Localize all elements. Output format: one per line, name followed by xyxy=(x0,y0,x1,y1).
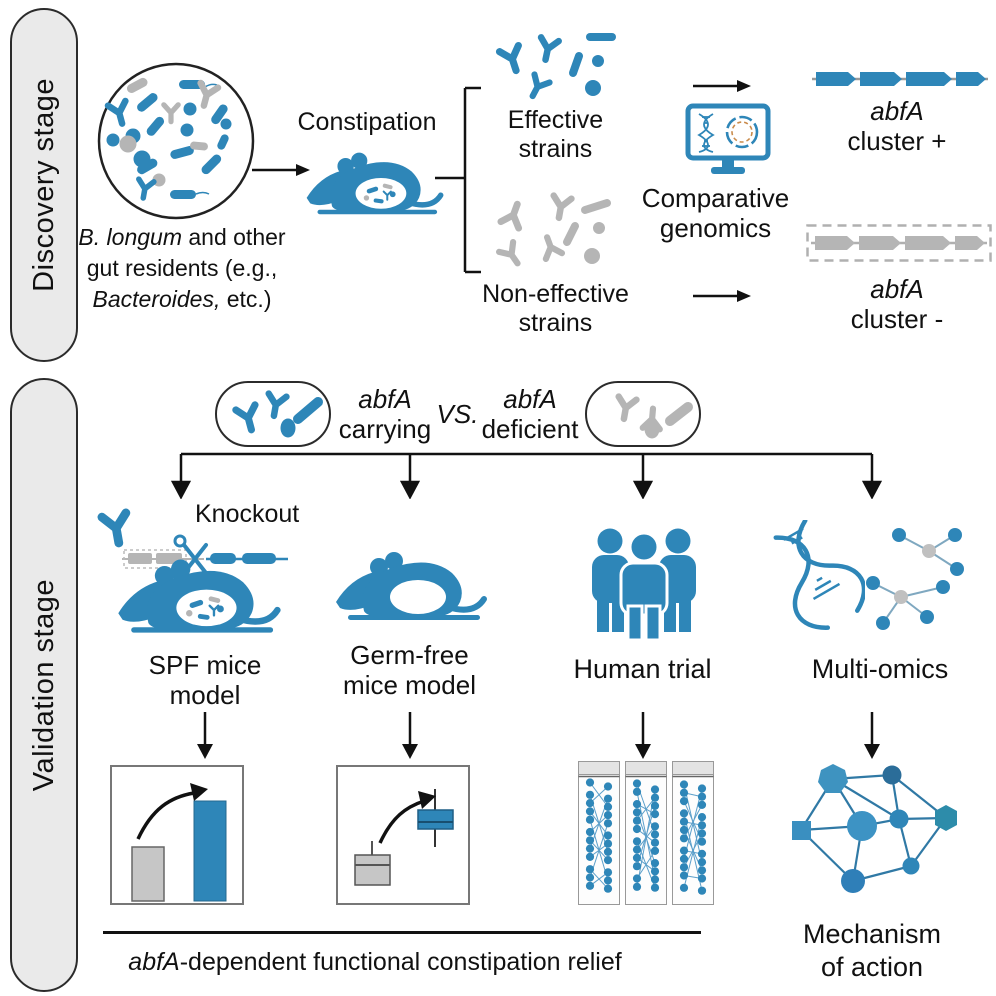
microbiome-circle-icon xyxy=(97,62,255,220)
arrow-to-mouse-icon xyxy=(252,162,310,178)
comparative-genomics-label: Comparative genomics xyxy=(641,183,790,244)
abfa-carrying-bacteria-icon xyxy=(220,387,323,438)
knockout-label: Knockout xyxy=(195,500,300,528)
spf-barchart-panel xyxy=(110,765,244,905)
germfree-boxplot-panel xyxy=(336,765,470,905)
validation-stage-label: Validation stage xyxy=(27,578,60,792)
human-trial-label: Human trial xyxy=(573,654,712,684)
microbiome-caption: B. longum and other gut residents (e.g.,… xyxy=(62,222,302,315)
dna-icon xyxy=(773,520,865,630)
human-trial-result-panel xyxy=(578,761,620,905)
caption-rest: -dependent functional constipation relie… xyxy=(179,948,622,976)
metabolite-network-icon xyxy=(866,528,964,630)
spf-mice-label: SPF mice model xyxy=(148,650,262,711)
arrow-human-result-icon xyxy=(634,712,652,760)
discovery-stage-label: Discovery stage xyxy=(27,78,60,292)
branch-arrows xyxy=(170,452,883,499)
human-trial-result-panel xyxy=(672,761,714,905)
human-group-icon xyxy=(592,528,696,642)
abfa-cluster-positive-icon xyxy=(812,72,988,86)
gene-name: abfA xyxy=(358,384,412,414)
mechanism-network-icon xyxy=(792,764,957,893)
gene-name: abfA xyxy=(870,96,924,126)
arrow-omics-result-icon xyxy=(863,712,881,760)
bottom-caption: abfA-dependent functional constipation r… xyxy=(75,948,675,977)
non-effective-strains-icon xyxy=(487,192,611,272)
germ-free-mice-label: Germ-free mice model xyxy=(343,640,476,701)
cluster-status: cluster - xyxy=(850,304,944,335)
caption-line-2: gut residents (e.g., xyxy=(62,253,302,284)
carrying-word: carrying xyxy=(338,414,432,445)
validation-stage-pill: Validation stage xyxy=(10,378,78,992)
comparative-genomics-monitor-icon xyxy=(685,103,771,174)
etc-text: etc.) xyxy=(220,286,272,312)
abfa-carrying-label: abfA carrying xyxy=(330,384,440,444)
non-effective-strains-label: Non-effective strains xyxy=(482,280,629,337)
effective-strains-icon xyxy=(492,33,616,106)
abfa-deficient-label: abfA deficient xyxy=(470,384,590,444)
multi-omics-label: Multi-omics xyxy=(811,654,949,684)
gene-name: abfA xyxy=(128,948,180,976)
gene-name: abfA xyxy=(503,384,557,414)
arrow-germfree-result-icon xyxy=(401,712,419,760)
cluster-status: cluster + xyxy=(847,126,947,157)
deficient-word: deficient xyxy=(481,414,579,445)
spf-mouse-icon xyxy=(114,552,286,638)
caption-rule xyxy=(103,931,701,934)
constipated-mouse-icon xyxy=(303,146,448,219)
abfa-deficient-bacteria-icon xyxy=(590,387,693,439)
versus-label: VS. xyxy=(436,399,479,429)
abfa-cluster-negative-label: abfA cluster - xyxy=(827,274,967,334)
abfa-carrying-capsule xyxy=(215,381,331,447)
b-longum-text: B. longum xyxy=(78,224,182,250)
gene-name: abfA xyxy=(870,274,924,304)
germ-free-mouse-icon xyxy=(332,545,492,625)
arrow-spf-result-icon xyxy=(196,712,214,760)
abfa-deficient-capsule xyxy=(585,381,701,447)
human-trial-panels xyxy=(578,761,714,905)
abfa-cluster-negative-icon xyxy=(806,224,992,262)
gut-residents-text: gut residents (e.g., xyxy=(86,255,278,281)
and-other-text: and other xyxy=(181,224,286,250)
mechanism-label: Mechanism of action xyxy=(802,919,942,982)
arrow-noneffective-to-cluster-icon xyxy=(693,288,751,304)
effective-strains-label: Effective strains xyxy=(507,106,604,163)
strain-split-bracket xyxy=(435,86,481,274)
discovery-stage-pill: Discovery stage xyxy=(10,8,78,362)
constipation-label: Constipation xyxy=(297,108,437,136)
abfa-cluster-positive-label: abfA cluster + xyxy=(827,96,967,156)
caption-line-1: B. longum and other xyxy=(62,222,302,253)
human-trial-result-panel xyxy=(625,761,667,905)
caption-line-3: Bacteroides, etc.) xyxy=(62,284,302,315)
bacteroides-text: Bacteroides, xyxy=(92,286,221,312)
arrow-effective-to-cluster-icon xyxy=(693,78,751,94)
